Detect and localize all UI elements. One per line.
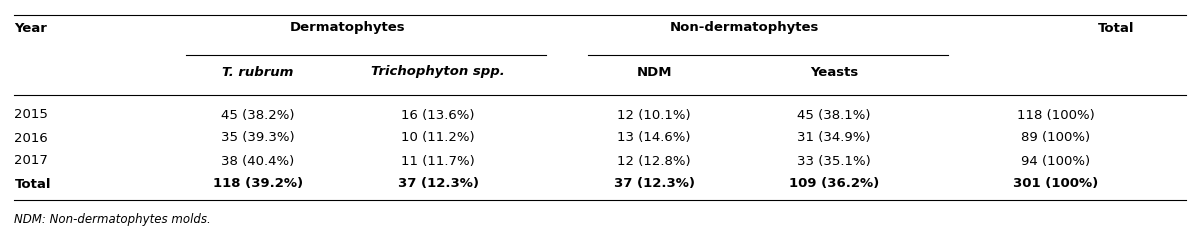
Text: 10 (11.2%): 10 (11.2%) bbox=[401, 131, 475, 145]
Text: 301 (100%): 301 (100%) bbox=[1013, 177, 1099, 191]
Text: 12 (10.1%): 12 (10.1%) bbox=[617, 109, 691, 122]
Text: Total: Total bbox=[1098, 21, 1134, 35]
Text: 109 (36.2%): 109 (36.2%) bbox=[788, 177, 880, 191]
Text: 94 (100%): 94 (100%) bbox=[1021, 155, 1091, 167]
Text: 38 (40.4%): 38 (40.4%) bbox=[221, 155, 295, 167]
Text: Year: Year bbox=[14, 21, 47, 35]
Text: 37 (12.3%): 37 (12.3%) bbox=[613, 177, 695, 191]
Text: Non-dermatophytes: Non-dermatophytes bbox=[670, 21, 818, 35]
Text: 12 (12.8%): 12 (12.8%) bbox=[617, 155, 691, 167]
Text: 118 (39.2%): 118 (39.2%) bbox=[212, 177, 304, 191]
Text: Yeasts: Yeasts bbox=[810, 66, 858, 78]
Text: 37 (12.3%): 37 (12.3%) bbox=[397, 177, 479, 191]
Text: 45 (38.2%): 45 (38.2%) bbox=[221, 109, 295, 122]
Text: 45 (38.1%): 45 (38.1%) bbox=[797, 109, 871, 122]
Text: 2015: 2015 bbox=[14, 109, 48, 122]
Text: NDM: NDM bbox=[636, 66, 672, 78]
Text: 2016: 2016 bbox=[14, 131, 48, 145]
Text: 2017: 2017 bbox=[14, 155, 48, 167]
Text: 89 (100%): 89 (100%) bbox=[1021, 131, 1091, 145]
Text: 118 (100%): 118 (100%) bbox=[1018, 109, 1094, 122]
Text: 11 (11.7%): 11 (11.7%) bbox=[401, 155, 475, 167]
Text: Trichophyton spp.: Trichophyton spp. bbox=[371, 66, 505, 78]
Text: 35 (39.3%): 35 (39.3%) bbox=[221, 131, 295, 145]
Text: NDM: Non-dermatophytes molds.: NDM: Non-dermatophytes molds. bbox=[14, 214, 211, 226]
Text: 31 (34.9%): 31 (34.9%) bbox=[797, 131, 871, 145]
Text: 16 (13.6%): 16 (13.6%) bbox=[401, 109, 475, 122]
Text: 33 (35.1%): 33 (35.1%) bbox=[797, 155, 871, 167]
Text: Total: Total bbox=[14, 177, 50, 191]
Text: 13 (14.6%): 13 (14.6%) bbox=[617, 131, 691, 145]
Text: T. rubrum: T. rubrum bbox=[222, 66, 294, 78]
Text: Dermatophytes: Dermatophytes bbox=[290, 21, 406, 35]
